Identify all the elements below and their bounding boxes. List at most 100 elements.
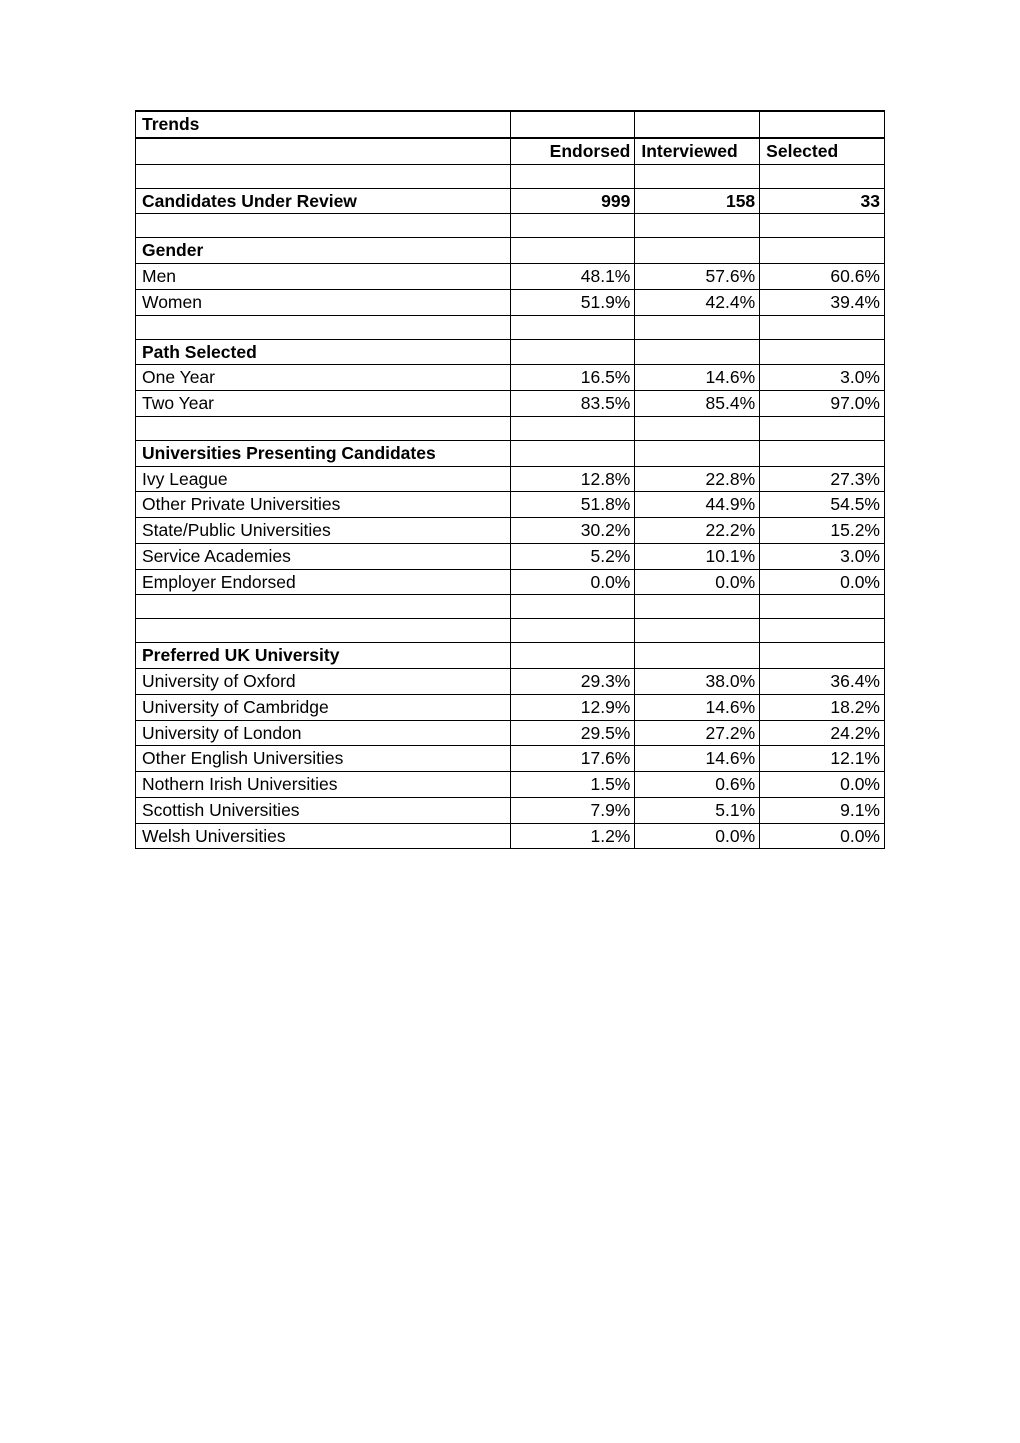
cell: 24.2% — [760, 720, 885, 746]
col-header-interviewed: Interviewed — [635, 138, 760, 164]
empty-cell — [136, 595, 511, 619]
row-label: Other Private Universities — [136, 492, 511, 518]
cell: 7.9% — [510, 797, 635, 823]
cell: 0.0% — [760, 569, 885, 595]
empty-cell — [510, 595, 635, 619]
cell: 29.3% — [510, 669, 635, 695]
table-title: Trends — [136, 111, 511, 138]
empty-cell — [136, 164, 511, 188]
table-row: Employer Endorsed 0.0% 0.0% 0.0% — [136, 569, 885, 595]
section-header-gender: Gender — [136, 238, 511, 264]
table-row: University of Cambridge 12.9% 14.6% 18.2… — [136, 694, 885, 720]
table-row: University of Oxford 29.3% 38.0% 36.4% — [136, 669, 885, 695]
empty-cell — [510, 339, 635, 365]
empty-cell — [136, 315, 511, 339]
empty-cell — [510, 164, 635, 188]
cell: 15.2% — [760, 518, 885, 544]
section-header-path: Path Selected — [136, 339, 511, 365]
col-header-endorsed: Endorsed — [510, 138, 635, 164]
table-row — [136, 164, 885, 188]
cell: 9.1% — [760, 797, 885, 823]
cell: 83.5% — [510, 391, 635, 417]
table-row: Other Private Universities 51.8% 44.9% 5… — [136, 492, 885, 518]
table-row: Trends — [136, 111, 885, 138]
row-label: Ivy League — [136, 466, 511, 492]
cell: 44.9% — [635, 492, 760, 518]
table-row: Path Selected — [136, 339, 885, 365]
empty-cell — [635, 315, 760, 339]
cell: 0.6% — [635, 772, 760, 798]
cell: 1.2% — [510, 823, 635, 849]
cell: 12.1% — [760, 746, 885, 772]
trends-table: Trends Endorsed Interviewed Selected Can… — [135, 110, 885, 849]
empty-cell — [510, 619, 635, 643]
table-row: Two Year 83.5% 85.4% 97.0% — [136, 391, 885, 417]
empty-cell — [635, 111, 760, 138]
empty-cell — [635, 416, 760, 440]
cell: 42.4% — [635, 289, 760, 315]
empty-cell — [635, 238, 760, 264]
row-label: Scottish Universities — [136, 797, 511, 823]
cell: 0.0% — [635, 569, 760, 595]
cell: 85.4% — [635, 391, 760, 417]
empty-cell — [635, 339, 760, 365]
empty-cell — [760, 643, 885, 669]
empty-cell — [760, 416, 885, 440]
table-row: Candidates Under Review 999 158 33 — [136, 188, 885, 214]
cell: 38.0% — [635, 669, 760, 695]
cell: 48.1% — [510, 264, 635, 290]
table-row: Women 51.9% 42.4% 39.4% — [136, 289, 885, 315]
row-label: University of London — [136, 720, 511, 746]
table-row: Endorsed Interviewed Selected — [136, 138, 885, 164]
cell: 5.1% — [635, 797, 760, 823]
empty-cell — [760, 619, 885, 643]
cell: 97.0% — [760, 391, 885, 417]
cell: 1.5% — [510, 772, 635, 798]
cell: 39.4% — [760, 289, 885, 315]
cell: 57.6% — [635, 264, 760, 290]
row-label: State/Public Universities — [136, 518, 511, 544]
table-row: Gender — [136, 238, 885, 264]
row-label: Men — [136, 264, 511, 290]
cell: 14.6% — [635, 365, 760, 391]
table-row: Nothern Irish Universities 1.5% 0.6% 0.0… — [136, 772, 885, 798]
row-label: Two Year — [136, 391, 511, 417]
empty-cell — [510, 111, 635, 138]
col-header-selected: Selected — [760, 138, 885, 164]
row-label: One Year — [136, 365, 511, 391]
empty-cell — [760, 595, 885, 619]
empty-cell — [760, 339, 885, 365]
cell: 0.0% — [510, 569, 635, 595]
row-label: Other English Universities — [136, 746, 511, 772]
table-row — [136, 619, 885, 643]
row-label: Employer Endorsed — [136, 569, 511, 595]
empty-cell — [510, 416, 635, 440]
empty-cell — [510, 214, 635, 238]
table-row — [136, 416, 885, 440]
empty-cell — [760, 164, 885, 188]
cell: 54.5% — [760, 492, 885, 518]
table-row: Service Academies 5.2% 10.1% 3.0% — [136, 543, 885, 569]
cell: 36.4% — [760, 669, 885, 695]
cell: 51.9% — [510, 289, 635, 315]
cell: 27.3% — [760, 466, 885, 492]
empty-cell — [136, 416, 511, 440]
empty-cell — [760, 214, 885, 238]
cell: 0.0% — [635, 823, 760, 849]
cell: 12.8% — [510, 466, 635, 492]
section-header-preferred-uk: Preferred UK University — [136, 643, 511, 669]
empty-cell — [136, 214, 511, 238]
cell: 16.5% — [510, 365, 635, 391]
candidates-selected: 33 — [760, 188, 885, 214]
cell: 51.8% — [510, 492, 635, 518]
cell: 10.1% — [635, 543, 760, 569]
empty-cell — [635, 643, 760, 669]
cell: 14.6% — [635, 746, 760, 772]
page-container: Trends Endorsed Interviewed Selected Can… — [0, 0, 1020, 849]
row-label: University of Oxford — [136, 669, 511, 695]
cell: 30.2% — [510, 518, 635, 544]
candidates-endorsed: 999 — [510, 188, 635, 214]
row-label: Service Academies — [136, 543, 511, 569]
table-row — [136, 595, 885, 619]
cell: 17.6% — [510, 746, 635, 772]
